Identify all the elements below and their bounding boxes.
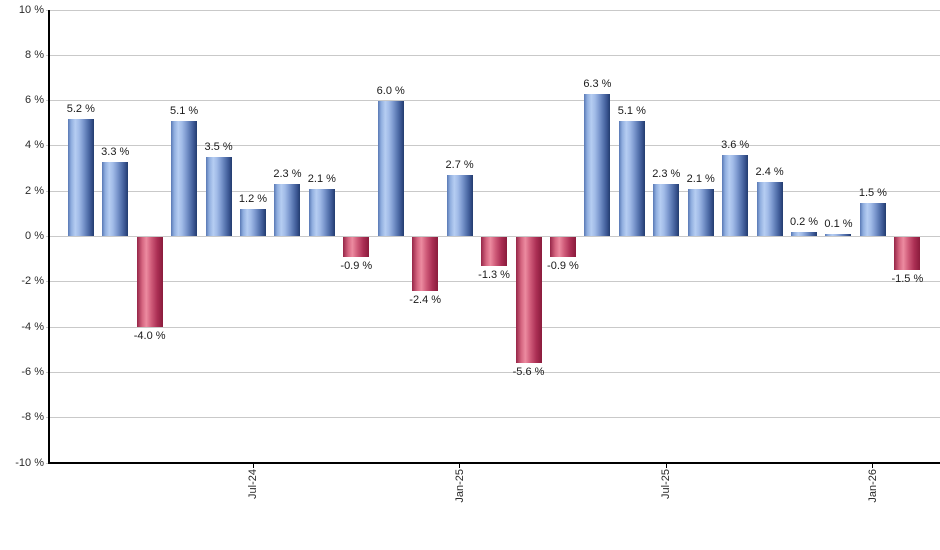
gridline (46, 281, 940, 283)
y-axis-tick-label: 8 % (25, 48, 44, 61)
bar-value-label: 2.3 % (273, 168, 302, 181)
bar-value-label: 6.0 % (376, 84, 405, 97)
y-axis-tick-label: 0 % (25, 230, 44, 242)
positive-bar (67, 118, 94, 237)
gridline (46, 326, 940, 328)
bar-value-label: -0.9 % (340, 259, 373, 272)
negative-bar (549, 236, 576, 257)
y-axis-tick-label: 2 % (25, 184, 44, 197)
bar-value-label: 2.7 % (445, 159, 474, 172)
negative-bar (515, 236, 542, 364)
bar-value-label: -1.3 % (478, 268, 510, 281)
bar-value-label: 5.2 % (66, 102, 95, 115)
positive-bar (446, 175, 473, 237)
gridline (46, 54, 940, 56)
bar-value-label: 3.6 % (721, 138, 750, 151)
bar-value-label: 2.4 % (755, 166, 784, 179)
positive-bar (618, 120, 645, 237)
positive-bar (584, 93, 611, 237)
gridline (46, 417, 940, 419)
positive-bar (722, 154, 749, 237)
bar-value-label: -5.6 % (512, 366, 545, 379)
x-axis-tick-mark (665, 463, 667, 468)
bar-value-label: 1.5 % (858, 186, 887, 199)
positive-bar (274, 184, 301, 237)
positive-bar (171, 120, 198, 237)
y-axis-tick-label: 6 % (25, 94, 44, 107)
positive-bar (102, 161, 129, 237)
bar-value-label: 2.1 % (307, 172, 336, 185)
positive-bar (377, 100, 404, 237)
x-axis-tick-mark (252, 463, 254, 468)
positive-bar (653, 184, 680, 237)
y-axis-tick-label: 10 % (18, 3, 44, 16)
x-axis-tick-label: Jan-25 (453, 469, 466, 503)
positive-bar (308, 188, 335, 237)
y-axis-line (48, 10, 50, 464)
negative-bar (412, 236, 439, 291)
bar-value-label: 5.1 % (617, 104, 646, 117)
positive-bar (756, 182, 783, 237)
bar-value-label: 5.1 % (170, 104, 199, 117)
x-axis-tick-label: Jul-24 (247, 469, 259, 499)
bar-value-label: 3.5 % (204, 141, 233, 154)
negative-bar (343, 236, 370, 257)
negative-bar (894, 236, 921, 271)
y-axis-tick-label: -2 % (21, 275, 44, 288)
positive-bar (825, 234, 852, 237)
x-axis-line (48, 462, 940, 464)
positive-bar (859, 202, 886, 237)
gridline (46, 190, 940, 192)
x-axis-tick-mark (459, 463, 461, 468)
x-axis-tick-label: Jul-25 (660, 469, 673, 499)
bar-value-label: 0.1 % (824, 218, 853, 231)
gridline (46, 371, 940, 373)
y-axis-tick-label: 4 % (25, 139, 44, 152)
gridline (46, 145, 940, 147)
bar-value-label: -4.0 % (133, 330, 166, 343)
positive-bar (791, 231, 818, 237)
negative-bar (136, 236, 163, 328)
positive-bar (240, 209, 266, 237)
bar-value-label: -0.9 % (547, 259, 579, 272)
x-axis-tick-label: Jan-26 (866, 469, 879, 503)
gridline (46, 100, 940, 102)
positive-bar (205, 157, 232, 237)
bar-value-label: 1.2 % (238, 193, 268, 206)
gridline (46, 9, 940, 11)
positive-bar (687, 188, 714, 237)
negative-bar (481, 236, 508, 266)
y-axis-tick-label: -6 % (21, 365, 44, 378)
bar-value-label: 2.3 % (652, 168, 681, 181)
y-axis-tick-label: -8 % (21, 411, 44, 424)
bar-value-label: 6.3 % (583, 77, 612, 90)
x-axis-tick-mark (872, 463, 874, 468)
bar-value-label: -1.5 % (891, 273, 924, 286)
y-axis-tick-label: -10 % (15, 456, 44, 469)
bar-value-label: 2.1 % (686, 172, 715, 185)
bar-value-label: 0.2 % (789, 215, 819, 228)
y-axis-tick-label: -4 % (21, 320, 44, 333)
bar-value-label: 3.3 % (101, 145, 130, 158)
bar-value-label: -2.4 % (409, 293, 442, 306)
